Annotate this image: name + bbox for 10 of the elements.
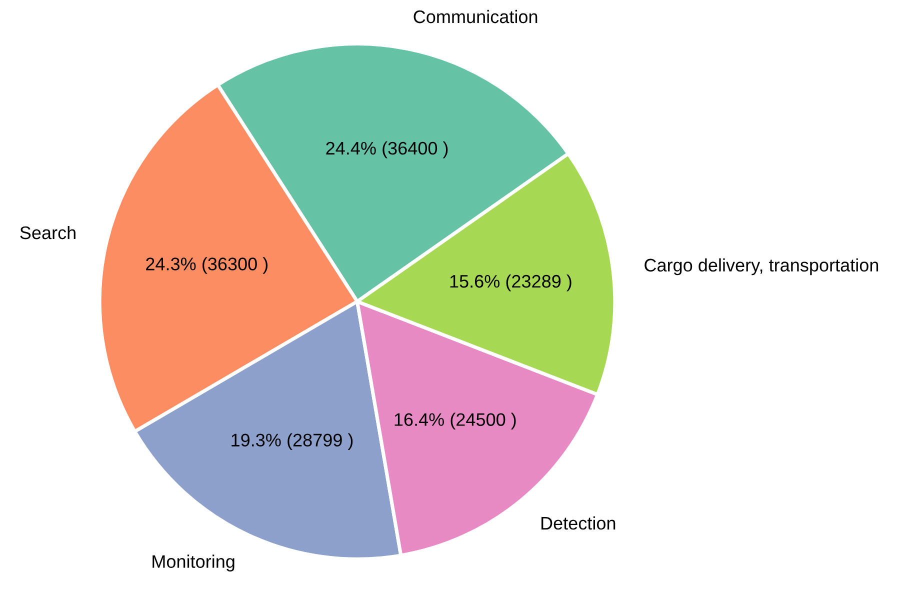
- slice-label: Detection: [541, 516, 616, 530]
- data-label: 24.3% (36300 ): [146, 257, 268, 274]
- data-label: 16.4% (24500 ): [394, 412, 516, 430]
- slice-label: Search: [20, 226, 76, 240]
- slice-label: Cargo delivery, transportation: [644, 258, 878, 276]
- data-label: 15.6% (23289 ): [450, 274, 572, 292]
- slice-label: Communication: [414, 10, 538, 24]
- data-label: 24.4% (36400 ): [326, 141, 448, 158]
- slice-label: Monitoring: [152, 554, 234, 572]
- data-label: 19.3% (28799 ): [232, 433, 353, 450]
